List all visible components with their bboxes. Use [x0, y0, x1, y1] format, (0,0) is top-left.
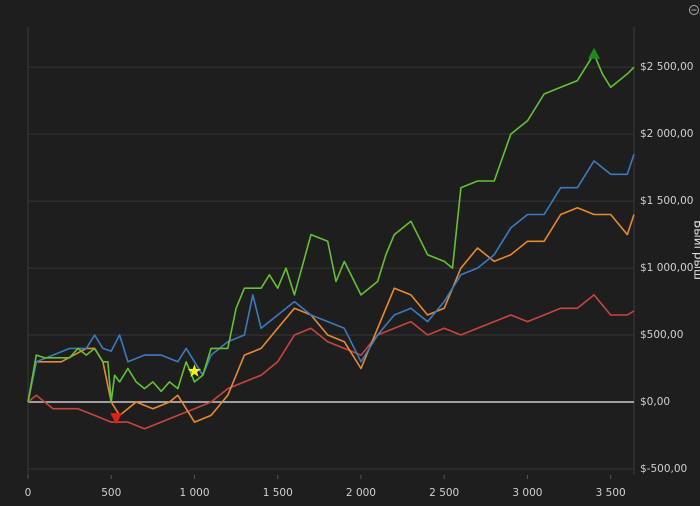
trade-marker: [187, 364, 202, 377]
x-tick-label: 3 000: [512, 487, 542, 499]
y-tick-label: $2 500,00: [640, 61, 693, 73]
y-tick-label: $-500,00: [640, 463, 687, 475]
x-tick-label: 3 500: [596, 487, 626, 499]
series-line: [27, 294, 635, 430]
y-tick-label: $1 000,00: [640, 262, 693, 274]
x-tick-label: 2 500: [429, 487, 459, 499]
x-tick-label: 0: [25, 487, 32, 499]
y-tick-label: $0,00: [640, 396, 670, 408]
x-tick-label: 2 000: [346, 487, 376, 499]
y-axis-label: Выигрыш: [692, 220, 700, 280]
zoom-icon[interactable]: [689, 5, 699, 15]
trade-marker: [588, 47, 601, 59]
series-line: [27, 53, 635, 403]
x-tick-label: 500: [101, 487, 121, 499]
series-line: [27, 153, 635, 403]
x-tick-label: 1 000: [179, 487, 209, 499]
trade-marker: [110, 413, 123, 425]
x-tick-label: 1 500: [263, 487, 293, 499]
y-tick-label: $1 500,00: [640, 195, 693, 207]
series-line: [27, 207, 635, 423]
y-tick-label: $500,00: [640, 329, 683, 341]
y-tick-label: $2 000,00: [640, 128, 693, 140]
